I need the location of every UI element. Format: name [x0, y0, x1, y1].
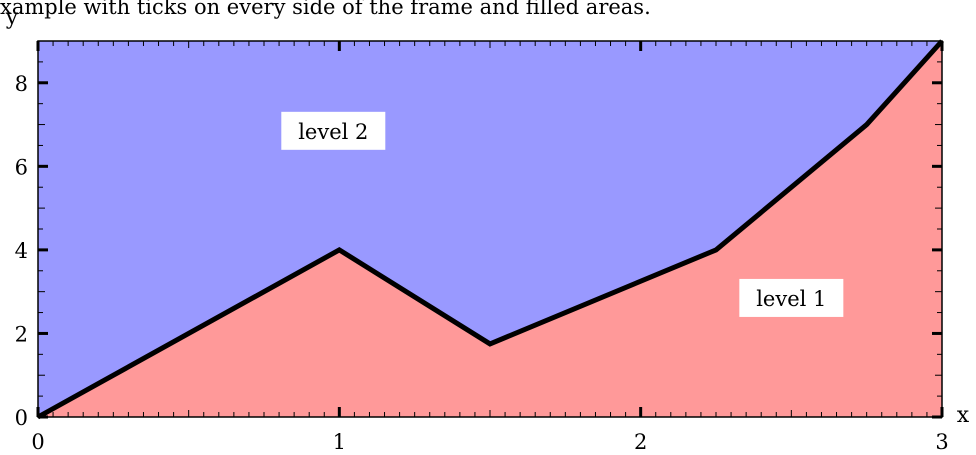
annotation-level-2: level 2	[281, 111, 386, 150]
x-tick-label: 1	[333, 430, 346, 454]
plot-frame	[37, 40, 943, 418]
annotation-text: level 1	[756, 287, 826, 311]
y-axis-label: y	[5, 5, 19, 30]
annotation-box	[739, 278, 844, 317]
annotation-text: level 2	[298, 120, 368, 144]
y-tick-label: 2	[15, 322, 28, 346]
y-tick-label: 0	[15, 406, 28, 430]
y-tick-label: 6	[15, 155, 28, 179]
x-tick-label: 2	[634, 430, 647, 454]
area-fill-1	[38, 41, 942, 417]
chart-title: xample with ticks on every side of the f…	[0, 0, 651, 19]
boundary-line	[36, 39, 944, 420]
x-tick-label: 0	[31, 430, 44, 454]
x-axis-label: x	[957, 403, 970, 428]
annotation-level-1: level 1	[739, 278, 844, 317]
x-tick-label: 3	[935, 430, 948, 454]
annotation-box	[281, 111, 386, 150]
area-fill-2	[38, 41, 942, 417]
y-tick-label: 8	[15, 72, 28, 96]
y-tick-label: 4	[15, 239, 28, 263]
